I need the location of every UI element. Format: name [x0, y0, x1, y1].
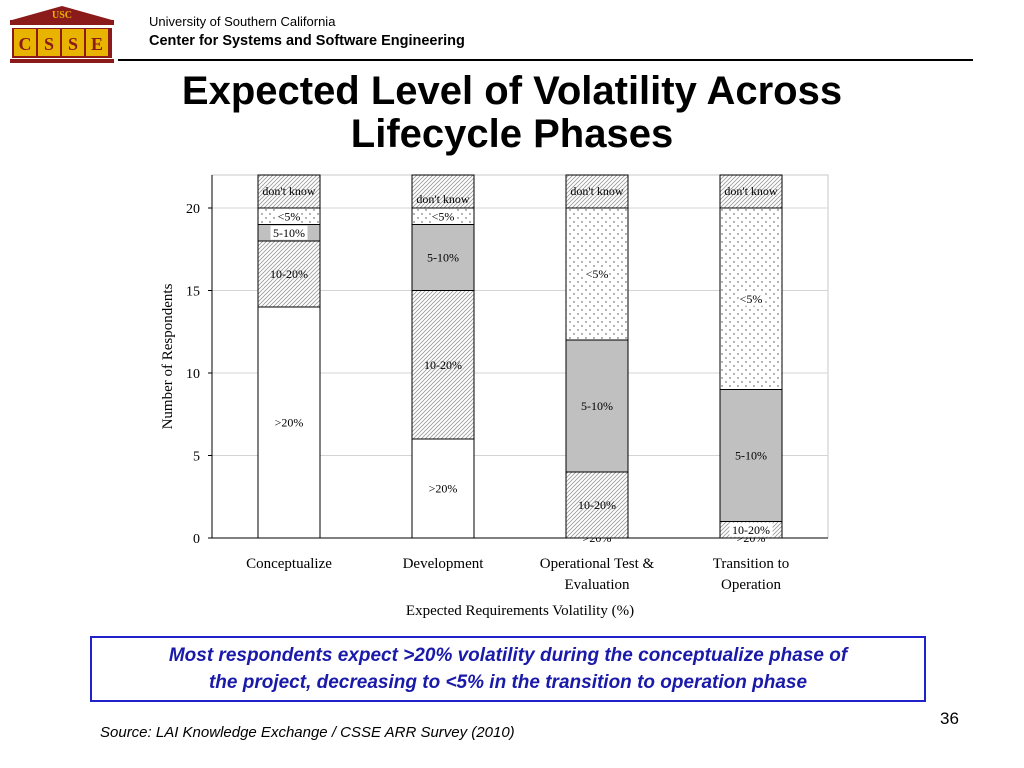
x-category-label-transition-to-operation-0: Transition to: [713, 556, 790, 572]
callout-line-2: the project, decreasing to <5% in the tr…: [208, 672, 808, 693]
y-tick-label-20: 20: [186, 202, 200, 217]
center-name: Center for Systems and Software Engineer…: [149, 33, 465, 49]
bar-transition-to-operation-10-20-label-bg: [729, 522, 773, 537]
bar-operational-test-evaluation-don-t-know-label: don't know: [570, 184, 623, 198]
bar-conceptualize-don-t-know-label: don't know: [262, 184, 315, 198]
x-category-label-transition-to-operation-1: Operation: [721, 577, 781, 593]
bar-transition-to-operation-5: [719, 207, 783, 390]
bar-development-20: [411, 438, 475, 539]
bar-operational-test-evaluation-10-20: [565, 471, 629, 539]
title-line-2: Lifecycle Phases: [350, 112, 674, 156]
bar-transition-to-operation-don-t-know: [719, 174, 783, 209]
bar-development-5-10: [411, 224, 475, 291]
slide-title: Expected Level of Volatility Across Life…: [0, 70, 1024, 156]
bar-transition-to-operation-10-20-label: 10-20%: [732, 523, 770, 537]
bar-development-10-20-label: 10-20%: [424, 358, 462, 372]
bar-operational-test-evaluation-5-10-label: 5-10%: [581, 399, 613, 413]
bar-development-10-20: [411, 290, 475, 440]
bar-conceptualize-10-20-label: 10-20%: [270, 267, 308, 281]
logo-letter-c: C: [19, 34, 32, 54]
bar-development-don-t-know: [411, 174, 475, 209]
bar-development-20-label: >20%: [429, 482, 458, 496]
source-citation: Source: LAI Knowledge Exchange / CSSE AR…: [100, 724, 515, 741]
y-tick-label-15: 15: [186, 285, 200, 300]
bar-conceptualize-20: [257, 306, 321, 539]
bar-operational-test-evaluation-5-label-bg: [584, 267, 610, 281]
university-name: University of Southern California: [149, 14, 336, 29]
bar-conceptualize-5-10-label-bg: [270, 225, 308, 240]
bar-transition-to-operation-5-label-bg: [738, 291, 764, 306]
bar-operational-test-evaluation-10-20-label: 10-20%: [578, 498, 616, 512]
bar-development-don-t-know-label: don't know: [416, 192, 469, 206]
x-category-label-operational-test-evaluation-1: Evaluation: [565, 577, 630, 593]
header-divider: [118, 59, 973, 61]
y-axis-title: Number of Respondents: [160, 283, 176, 429]
title-line-1: Expected Level of Volatility Across: [181, 69, 843, 113]
bar-conceptualize-5-label: <5%: [278, 209, 301, 223]
x-category-label-operational-test-evaluation-0: Operational Test &: [540, 556, 655, 572]
bar-conceptualize-5-10-label: 5-10%: [273, 226, 305, 240]
bar-transition-to-operation-5-10: [719, 389, 783, 522]
logo-letter-s1: S: [44, 34, 54, 54]
logo-letter-e: E: [91, 34, 103, 54]
y-tick-label-5: 5: [193, 450, 200, 465]
bar-development-5-label-bg: [430, 209, 456, 224]
bar-conceptualize-don-t-know: [257, 174, 321, 209]
callout-line-1: Most respondents expect >20% volatility …: [168, 645, 848, 666]
bar-transition-to-operation-don-t-know-label: don't know: [724, 184, 777, 198]
bar-operational-test-evaluation-5-10: [565, 339, 629, 473]
volatility-stacked-bar-chart: >20% 10-20% 5-10% <5% don't know >20% 10-20% 5-…: [160, 174, 829, 619]
key-finding-callout: Most respondents expect >20% volatility …: [90, 636, 926, 702]
bar-conceptualize-5-label-bg: [276, 209, 302, 224]
bar-operational-test-evaluation-5-label: <5%: [586, 267, 609, 281]
bar-transition-to-operation-5-label: <5%: [740, 292, 763, 306]
bar-development-5-label: <5%: [432, 209, 455, 223]
x-category-label-development-0: Development: [403, 556, 485, 572]
bar-transition-to-operation-5-10-label: 5-10%: [735, 449, 767, 463]
y-tick-label-10: 10: [186, 367, 200, 382]
logo-letter-s2: S: [68, 34, 78, 54]
bar-development-5-10-label: 5-10%: [427, 251, 459, 265]
bar-operational-test-evaluation-don-t-know: [565, 174, 629, 209]
y-tick-label-0: 0: [193, 532, 200, 547]
bar-conceptualize-20-label: >20%: [275, 416, 304, 430]
x-category-label-conceptualize-0: Conceptualize: [246, 556, 332, 572]
x-axis-title: Expected Requirements Volatility (%): [406, 603, 634, 619]
usc-csse-logo: USC C S S E: [10, 6, 114, 63]
page-number: 36: [940, 709, 959, 728]
logo-top-text: USC: [52, 10, 72, 21]
